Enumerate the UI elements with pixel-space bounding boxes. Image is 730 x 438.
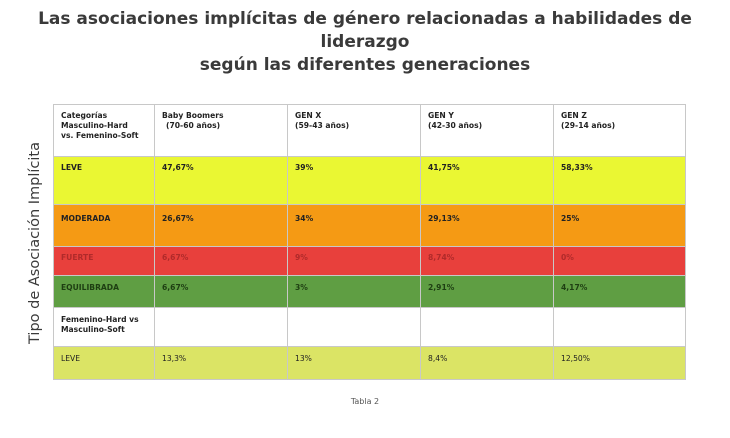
section-label-cell: Femenino-Hard vs Masculino-Soft (53, 307, 155, 347)
value-cell: 8,74% (420, 246, 554, 276)
header-gen-x-cell: GEN X (59-43 años) (287, 104, 421, 157)
header-gen-range: (42-30 años) (428, 121, 483, 130)
empty-cell (154, 307, 288, 347)
table-row-fuerte: FUERTE 6,67% 9% 8,74% 0% (53, 246, 686, 276)
section-label-line: Femenino-Hard vs (61, 315, 139, 324)
row-label-cell: EQUILIBRADA (53, 275, 155, 308)
row-label-cell: MODERADA (53, 204, 155, 247)
value-cell: 26,67% (154, 204, 288, 247)
table-row-moderada: MODERADA 26,67% 34% 29,13% 25% (53, 204, 686, 247)
row-label-cell: LEVE (53, 346, 155, 380)
value-cell: 25% (553, 204, 686, 247)
value-cell: 0% (553, 246, 686, 276)
table-section-header-row: Femenino-Hard vs Masculino-Soft (53, 307, 686, 347)
header-category-line: Categorías (61, 111, 108, 120)
header-category-line: Masculino-Hard (61, 121, 128, 130)
value-cell: 13% (287, 346, 421, 380)
y-axis-label-container: Tipo de Asociación Implícita (18, 104, 52, 382)
value-cell: 3% (287, 275, 421, 308)
value-cell: 41,75% (420, 156, 554, 205)
value-cell: 4,17% (553, 275, 686, 308)
value-cell: 29,13% (420, 204, 554, 247)
table-row-leve-2: LEVE 13,3% 13% 8,4% 12,50% (53, 346, 686, 380)
header-gen-name: GEN Z (561, 111, 587, 120)
table-caption: Tabla 2 (350, 397, 380, 406)
header-gen-range: (70-60 años) (166, 121, 221, 130)
header-baby-boomers-cell: Baby Boomers (70-60 años) (154, 104, 288, 157)
table-row-equilibrada: EQUILIBRADA 6,67% 3% 2,91% 4,17% (53, 275, 686, 308)
header-gen-z-cell: GEN Z (29-14 años) (553, 104, 686, 157)
value-cell: 34% (287, 204, 421, 247)
value-cell: 8,4% (420, 346, 554, 380)
value-cell: 12,50% (553, 346, 686, 380)
table-row-leve: LEVE 47,67% 39% 41,75% 58,33% (53, 156, 686, 205)
row-label-cell: LEVE (53, 156, 155, 205)
value-cell: 6,67% (154, 246, 288, 276)
value-cell: 39% (287, 156, 421, 205)
header-gen-range: (59-43 años) (295, 121, 350, 130)
title-line-2: según las diferentes generaciones (199, 55, 531, 75)
header-category-cell: Categorías Masculino-Hard vs. Femenino-S… (53, 104, 155, 157)
header-gen-name: Baby Boomers (162, 111, 224, 120)
header-gen-name: GEN Y (428, 111, 454, 120)
empty-cell (287, 307, 421, 347)
header-gen-name: GEN X (295, 111, 322, 120)
section-label-line: Masculino-Soft (61, 325, 125, 334)
value-cell: 9% (287, 246, 421, 276)
value-cell: 47,67% (154, 156, 288, 205)
y-axis-label: Tipo de Asociación Implícita (27, 142, 43, 344)
header-gen-range: (29-14 años) (561, 121, 616, 130)
value-cell: 2,91% (420, 275, 554, 308)
table-header-row: Categorías Masculino-Hard vs. Femenino-S… (53, 104, 686, 157)
page-title: Las asociaciones implícitas de género re… (0, 8, 730, 77)
header-gen-y-cell: GEN Y (42-30 años) (420, 104, 554, 157)
row-label-cell: FUERTE (53, 246, 155, 276)
empty-cell (553, 307, 686, 347)
data-table: Categorías Masculino-Hard vs. Femenino-S… (53, 104, 686, 380)
title-line-1: Las asociaciones implícitas de género re… (38, 9, 692, 52)
header-category-line: vs. Femenino-Soft (61, 131, 139, 140)
value-cell: 58,33% (553, 156, 686, 205)
value-cell: 13,3% (154, 346, 288, 380)
empty-cell (420, 307, 554, 347)
value-cell: 6,67% (154, 275, 288, 308)
